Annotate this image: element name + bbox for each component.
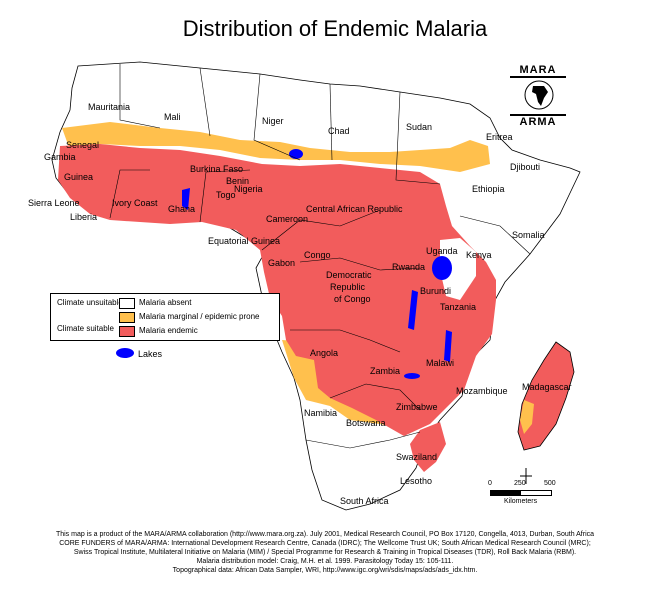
logo-top-text: MARA bbox=[510, 64, 566, 78]
country-label: Mali bbox=[164, 112, 181, 122]
credit-line: Topographical data: African Data Sampler… bbox=[172, 567, 478, 574]
scale-tick-500: 500 bbox=[544, 480, 556, 487]
country-label: Democratic bbox=[326, 270, 372, 280]
scale-bar-graphic bbox=[490, 490, 552, 496]
endemic-zone-southeast bbox=[410, 422, 446, 472]
country-label: Sudan bbox=[406, 122, 432, 132]
country-label: Nigeria bbox=[234, 184, 263, 194]
country-label: of Congo bbox=[334, 294, 371, 304]
globe-africa-icon bbox=[524, 80, 554, 110]
marginal-zone-sahel bbox=[62, 122, 490, 172]
lake-victoria bbox=[432, 256, 452, 280]
country-label: Liberia bbox=[70, 212, 97, 222]
country-label: Sierra Leone bbox=[28, 198, 80, 208]
map-title: Distribution of Endemic Malaria bbox=[182, 16, 488, 41]
country-label: Swaziland bbox=[396, 452, 437, 462]
country-label: Mauritania bbox=[88, 102, 130, 112]
legend-swatch-absent bbox=[119, 298, 135, 309]
country-label: Gambia bbox=[44, 152, 76, 162]
country-label: Namibia bbox=[304, 408, 337, 418]
country-label: Zimbabwe bbox=[396, 402, 438, 412]
legend-category-suitable: Climate suitable bbox=[57, 324, 114, 333]
country-label: Somalia bbox=[512, 230, 545, 240]
scale-bar: 0 250 500 Kilometers bbox=[488, 480, 560, 520]
country-label: Rwanda bbox=[392, 262, 425, 272]
lakes-label: Lakes bbox=[138, 349, 163, 359]
country-label: Central African Republic bbox=[306, 204, 403, 214]
country-label: Togo bbox=[216, 190, 236, 200]
country-label: Congo bbox=[304, 250, 331, 260]
legend-label-absent: Malaria absent bbox=[139, 298, 192, 307]
country-label: Ivory Coast bbox=[112, 198, 158, 208]
endemic-zone-main bbox=[58, 144, 496, 436]
credit-line: Swiss Tropical Institute, Multilateral I… bbox=[73, 549, 577, 556]
country-label: Republic bbox=[330, 282, 366, 292]
country-borders bbox=[109, 64, 531, 449]
country-label: Gabon bbox=[268, 258, 295, 268]
scale-tick-0: 0 bbox=[488, 480, 492, 487]
map-credits: This map is a product of the MARA/ARMA c… bbox=[0, 530, 650, 575]
country-label: Lesotho bbox=[400, 476, 432, 486]
country-label: Eritrea bbox=[486, 132, 513, 142]
legend-label-marginal: Malaria marginal / epidemic prone bbox=[139, 312, 260, 321]
credit-line: This map is a product of the MARA/ARMA c… bbox=[55, 531, 595, 538]
country-label: Angola bbox=[310, 348, 338, 358]
east-africa-highlands bbox=[440, 238, 476, 300]
country-label: Equatorial Guinea bbox=[208, 236, 280, 246]
country-label: Zambia bbox=[370, 366, 400, 376]
country-label: Tanzania bbox=[440, 302, 476, 312]
scale-tick-250: 250 bbox=[514, 480, 526, 487]
country-label: Ghana bbox=[168, 204, 195, 214]
country-label: Guinea bbox=[64, 172, 93, 182]
country-label: Burkina Faso bbox=[190, 164, 243, 174]
country-label: Mozambique bbox=[456, 386, 508, 396]
lakes-swatch bbox=[116, 348, 134, 358]
country-label: Senegal bbox=[66, 140, 99, 150]
lake-kariba bbox=[404, 373, 420, 379]
lake-tanganyika bbox=[408, 290, 418, 330]
lake-malawi bbox=[444, 330, 452, 362]
country-labels: Mauritania Mali Niger Chad Sudan Eritrea… bbox=[28, 102, 572, 506]
legend-swatch-marginal bbox=[119, 312, 135, 323]
country-label: Botswana bbox=[346, 418, 386, 428]
country-label: Burundi bbox=[420, 286, 451, 296]
lake-volta bbox=[182, 188, 190, 210]
ethiopia-highlands bbox=[452, 170, 500, 216]
credit-line: CORE FUNDERS of MARA/ARMA: International… bbox=[59, 540, 591, 547]
mara-arma-logo: MARA ARMA bbox=[510, 64, 566, 130]
north-arrow-icon bbox=[520, 468, 532, 484]
country-label: Malawi bbox=[426, 358, 454, 368]
country-label: Ethiopia bbox=[472, 184, 505, 194]
country-label: Cameroon bbox=[266, 214, 308, 224]
country-label: Kenya bbox=[466, 250, 492, 260]
madagascar-island bbox=[517, 341, 575, 451]
country-label: South Africa bbox=[340, 496, 389, 506]
legend-category-unsuitable: Climate unsuitable bbox=[57, 298, 123, 307]
country-label: Niger bbox=[262, 116, 284, 126]
legend-label-endemic: Malaria endemic bbox=[139, 326, 198, 335]
credit-line: Malaria distribution model: Craig, M.H. … bbox=[196, 558, 454, 565]
scale-unit: Kilometers bbox=[504, 498, 538, 505]
country-label: Uganda bbox=[426, 246, 458, 256]
map-legend: Climate unsuitable Climate suitable Mala… bbox=[50, 293, 280, 341]
country-label: Madagascar bbox=[522, 382, 572, 392]
country-label: Chad bbox=[328, 126, 350, 136]
lake-chad bbox=[289, 149, 303, 159]
country-label: Benin bbox=[226, 176, 249, 186]
country-label: Djibouti bbox=[510, 162, 540, 172]
madagascar-marginal bbox=[520, 400, 534, 434]
logo-bottom-text: ARMA bbox=[510, 114, 566, 128]
legend-swatch-endemic bbox=[119, 326, 135, 337]
africa-malaria-map: Mauritania Mali Niger Chad Sudan Eritrea… bbox=[28, 61, 581, 511]
